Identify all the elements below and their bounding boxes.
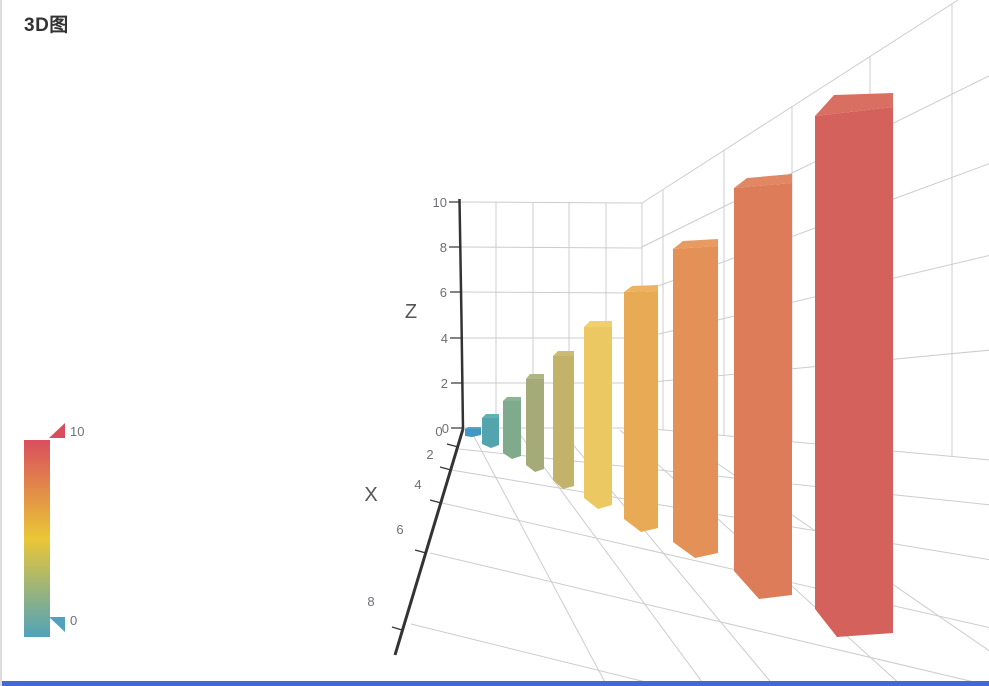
x-axis-line	[393, 428, 465, 656]
bar3d-bar-top-face[interactable]	[624, 285, 658, 292]
footer-bar	[2, 681, 989, 686]
bar3d-bar[interactable]	[465, 429, 481, 437]
x-axis-tick	[439, 466, 452, 471]
chart-title: 3D图	[24, 15, 69, 36]
axis-tick-label: 4	[441, 331, 448, 346]
bar3d-bar[interactable]	[734, 183, 792, 599]
grid3d-line	[460, 246, 643, 249]
bar3d-bar-top-face[interactable]	[526, 374, 544, 379]
bar3d-bar[interactable]	[584, 327, 612, 509]
bar3d-bar-top-face[interactable]	[673, 239, 718, 249]
axis-tick-label: 0	[435, 424, 442, 439]
bar3d-bar[interactable]	[553, 356, 574, 489]
grid3d-line	[441, 502, 989, 629]
axis-tick-label: 8	[367, 594, 374, 609]
grid3d-line	[450, 469, 989, 561]
grid3d-line	[460, 291, 643, 294]
bar3d-bar-top-face[interactable]	[584, 321, 612, 327]
bar3d-bar-top-face[interactable]	[482, 414, 499, 418]
axis-tick-label: 2	[426, 447, 433, 462]
axis-tick-label: 6	[440, 285, 447, 300]
x-axis-tick	[446, 443, 459, 448]
bar3d-bar[interactable]	[503, 401, 521, 459]
axis-name-label: Z	[405, 301, 417, 323]
bar3d-bar[interactable]	[624, 291, 658, 532]
grid3d-line	[410, 623, 663, 686]
bar3d-bar-top-face[interactable]	[465, 427, 481, 429]
x-axis-tick	[391, 626, 403, 631]
bar3d-bar-top-face[interactable]	[734, 174, 792, 188]
x-axis-tick	[414, 549, 427, 554]
x-axis-tick	[429, 499, 442, 504]
bar3d-bar[interactable]	[815, 107, 893, 637]
axis-name-label: X	[364, 484, 377, 506]
bar3d-bar-top-face[interactable]	[503, 397, 521, 401]
grid3d-line	[429, 552, 989, 686]
z-axis-line	[458, 198, 465, 430]
grid3d-line	[469, 428, 608, 686]
grid3d-line	[515, 428, 706, 686]
axis-tick-label: 6	[396, 522, 403, 537]
bar3d-bar[interactable]	[673, 246, 718, 558]
axis-tick-label: 2	[441, 376, 448, 391]
bar3d-bar-top-face[interactable]	[553, 351, 574, 356]
axis-tick-label: 10	[433, 195, 447, 210]
axis-tick-label: 4	[414, 477, 421, 492]
grid3d-line	[641, 0, 959, 204]
bar3d-bar[interactable]	[482, 418, 499, 448]
grid3d-line	[458, 448, 989, 506]
axis-tick-label: 0	[442, 421, 449, 436]
bar3d-bar-top-face[interactable]	[815, 93, 893, 116]
bar3d-bar[interactable]	[526, 379, 544, 472]
grid3d-line	[460, 201, 643, 204]
axis-tick-label: 8	[440, 240, 447, 255]
